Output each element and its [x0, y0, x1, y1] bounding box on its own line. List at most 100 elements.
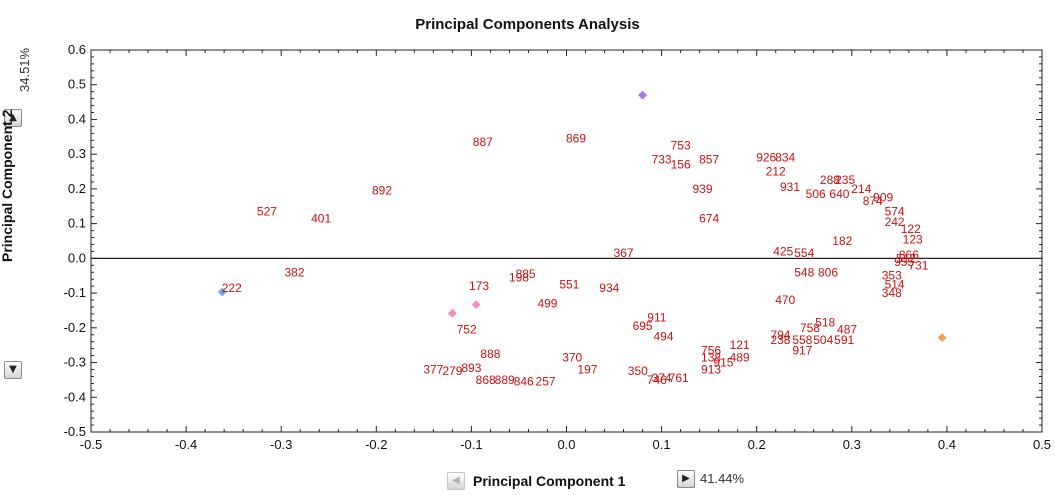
point-label: 367 — [614, 246, 634, 260]
point-label: 934 — [599, 281, 619, 295]
point-label: 212 — [766, 165, 786, 179]
point-label: 548 — [794, 265, 814, 279]
point-label: 123 — [903, 232, 923, 246]
y-tick-label: 0.1 — [68, 216, 86, 231]
point-label: 794 — [770, 328, 790, 342]
x-tick-label: 0.1 — [653, 437, 671, 452]
point-label: 640 — [829, 187, 849, 201]
point-label: 674 — [699, 211, 719, 225]
sample-marker[interactable] — [936, 331, 948, 344]
x-tick-label: 0.2 — [748, 437, 766, 452]
point-label: 494 — [653, 330, 673, 344]
y-axis-up-button[interactable]: ▲ — [4, 109, 22, 127]
point-label: 889 — [495, 373, 515, 387]
point-label: 752 — [457, 323, 477, 337]
sample-marker[interactable] — [446, 307, 458, 319]
point-label: 857 — [699, 152, 719, 166]
point-label: 939 — [692, 182, 712, 196]
point-label: 733 — [652, 152, 672, 166]
sample-marker[interactable] — [637, 89, 649, 101]
point-label: 885 — [516, 267, 536, 281]
point-label: 761 — [669, 371, 689, 385]
point-label: 121 — [730, 338, 750, 352]
point-label: 235 — [835, 173, 855, 187]
point-label: 425 — [773, 244, 793, 258]
point-label: 514 — [885, 277, 905, 291]
y-tick-label: -0.3 — [64, 355, 86, 370]
point-label: 518 — [815, 316, 835, 330]
point-label: 504 — [813, 333, 833, 347]
y-axis-title: Principal Component 2 — [0, 109, 15, 262]
x-axis-title: Principal Component 1 — [473, 473, 626, 489]
point-label: 288 — [820, 173, 840, 187]
x-axis-next-button[interactable]: ▶ — [677, 470, 695, 488]
point-label: 242 — [885, 215, 905, 229]
x-tick-label: -0.3 — [270, 437, 292, 452]
point-label: 527 — [257, 204, 277, 218]
point-label: 374 — [652, 371, 672, 385]
y-tick-label: -0.2 — [64, 320, 86, 335]
y-tick-label: 0.5 — [68, 77, 86, 92]
point-label: 377 — [423, 362, 443, 376]
x-variance-label: 41.44% — [700, 471, 745, 486]
point-label: 834 — [775, 151, 795, 165]
point-label: 512 — [896, 251, 916, 265]
point-label: 846 — [514, 375, 534, 389]
point-label: 868 — [476, 373, 496, 387]
point-label: 551 — [559, 277, 579, 291]
point-label: 182 — [832, 234, 852, 248]
point-label: 915 — [713, 356, 733, 370]
sample-marker[interactable] — [470, 298, 482, 311]
point-label: 138 — [701, 350, 721, 364]
point-label: 926 — [756, 151, 776, 165]
point-label: 279 — [442, 364, 462, 378]
point-label: 758 — [800, 321, 820, 335]
point-label: 806 — [818, 265, 838, 279]
x-tick-label: -0.4 — [175, 437, 197, 452]
point-label: 756 — [701, 343, 721, 357]
sample-marker[interactable] — [216, 286, 228, 298]
point-label: 122 — [901, 222, 921, 236]
point-label: 887 — [473, 135, 493, 149]
point-label: 348 — [882, 286, 902, 300]
y-tick-label: 0.2 — [68, 181, 86, 196]
point-label: 909 — [873, 191, 893, 205]
point-label: 197 — [577, 362, 597, 376]
point-label: 401 — [311, 211, 331, 225]
point-label: 198 — [509, 270, 529, 284]
point-label: 222 — [222, 281, 242, 295]
x-axis-prev-button[interactable]: ◀ — [447, 472, 465, 490]
point-label: 558 — [792, 333, 812, 347]
point-label: 911 — [647, 310, 666, 324]
point-label: 955 — [894, 255, 914, 269]
y-tick-label: 0.3 — [68, 146, 86, 161]
x-tick-label: -0.1 — [460, 437, 482, 452]
point-label: 746 — [647, 373, 667, 387]
chart-title: Principal Components Analysis — [415, 16, 640, 33]
y-tick-label: -0.5 — [64, 424, 86, 439]
y-tick-label: 0.4 — [68, 111, 86, 126]
y-variance-label: 34.51% — [17, 47, 32, 92]
y-axis-down-button[interactable]: ▼ — [4, 361, 22, 379]
point-label: 753 — [671, 139, 691, 153]
point-label: 489 — [730, 350, 750, 364]
point-label: 574 — [885, 204, 905, 218]
point-label: 892 — [372, 184, 392, 198]
plot-area — [90, 49, 1043, 433]
point-label: 731 — [908, 258, 928, 272]
x-tick-label: -0.5 — [80, 437, 102, 452]
point-label: 917 — [792, 343, 812, 357]
point-label: 695 — [633, 319, 653, 333]
point-label: 888 — [480, 347, 500, 361]
x-tick-label: 0.0 — [557, 437, 575, 452]
point-label: 382 — [284, 265, 304, 279]
point-label: 350 — [628, 364, 648, 378]
point-label: 238 — [770, 333, 790, 347]
y-tick-label: -0.4 — [64, 389, 86, 404]
x-tick-label: 0.5 — [1033, 437, 1051, 452]
point-label: 913 — [701, 362, 721, 376]
axis-ticks: -0.5 -0.4 -0.3 -0.2 -0.1 0.0 0.1 0.2 0.3 0.4 0.5 0.… — [64, 42, 1051, 452]
x-tick-label: 0.3 — [843, 437, 861, 452]
point-label: 499 — [537, 297, 557, 311]
